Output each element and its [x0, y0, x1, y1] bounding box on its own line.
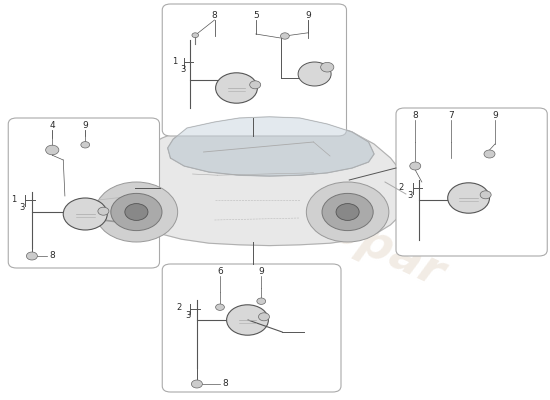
Circle shape [216, 304, 224, 310]
Text: 1: 1 [172, 58, 178, 66]
Text: 9: 9 [82, 122, 88, 130]
Text: 9: 9 [492, 112, 498, 120]
Text: 5: 5 [253, 12, 258, 20]
Text: 3: 3 [185, 312, 191, 320]
Circle shape [98, 207, 109, 215]
Text: a passion: a passion [221, 88, 351, 168]
FancyBboxPatch shape [162, 264, 341, 392]
Circle shape [81, 142, 90, 148]
Circle shape [448, 183, 490, 213]
Text: 9: 9 [305, 12, 311, 20]
FancyBboxPatch shape [8, 118, 159, 268]
Circle shape [46, 145, 59, 155]
Circle shape [336, 204, 359, 220]
Circle shape [191, 380, 202, 388]
Circle shape [280, 33, 289, 39]
Circle shape [322, 194, 373, 230]
Circle shape [250, 81, 261, 89]
Circle shape [257, 298, 266, 304]
FancyBboxPatch shape [396, 108, 547, 256]
Circle shape [258, 313, 270, 321]
Text: 9: 9 [258, 268, 264, 276]
Text: 2: 2 [176, 304, 182, 312]
Polygon shape [168, 117, 374, 176]
Text: 7: 7 [448, 112, 454, 120]
Circle shape [26, 252, 37, 260]
Text: 1: 1 [11, 195, 16, 204]
Circle shape [111, 194, 162, 230]
Polygon shape [168, 117, 374, 176]
Circle shape [306, 182, 389, 242]
Text: 3: 3 [408, 191, 413, 200]
Text: 3: 3 [19, 203, 25, 212]
Text: 8: 8 [223, 380, 228, 388]
Circle shape [125, 204, 148, 220]
Circle shape [484, 150, 495, 158]
Text: 4: 4 [50, 122, 55, 130]
Circle shape [95, 182, 178, 242]
Circle shape [410, 162, 421, 170]
Text: 2: 2 [399, 183, 404, 192]
Text: 8: 8 [212, 12, 217, 20]
Text: since 1985: since 1985 [326, 125, 444, 195]
Circle shape [216, 73, 257, 103]
Circle shape [63, 198, 107, 230]
Text: 8: 8 [50, 252, 55, 260]
Circle shape [227, 305, 268, 335]
Polygon shape [85, 117, 407, 246]
Circle shape [321, 62, 334, 72]
FancyBboxPatch shape [162, 4, 346, 136]
Text: 6: 6 [217, 268, 223, 276]
Text: europar: europar [241, 167, 452, 297]
Circle shape [192, 33, 199, 38]
Circle shape [298, 62, 331, 86]
Circle shape [480, 191, 491, 199]
Text: 8: 8 [412, 112, 418, 120]
Text: 3: 3 [180, 66, 186, 74]
